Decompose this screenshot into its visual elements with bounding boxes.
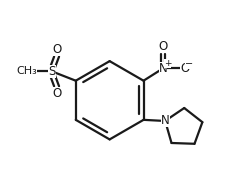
- Text: N: N: [159, 62, 167, 75]
- Text: O: O: [180, 62, 189, 75]
- Text: CH₃: CH₃: [16, 66, 37, 76]
- Text: O: O: [52, 43, 62, 56]
- Text: +: +: [164, 59, 171, 68]
- Text: O: O: [159, 40, 168, 53]
- Text: N: N: [161, 114, 170, 127]
- Text: −: −: [185, 59, 193, 69]
- Text: S: S: [48, 65, 56, 78]
- Text: O: O: [52, 87, 62, 100]
